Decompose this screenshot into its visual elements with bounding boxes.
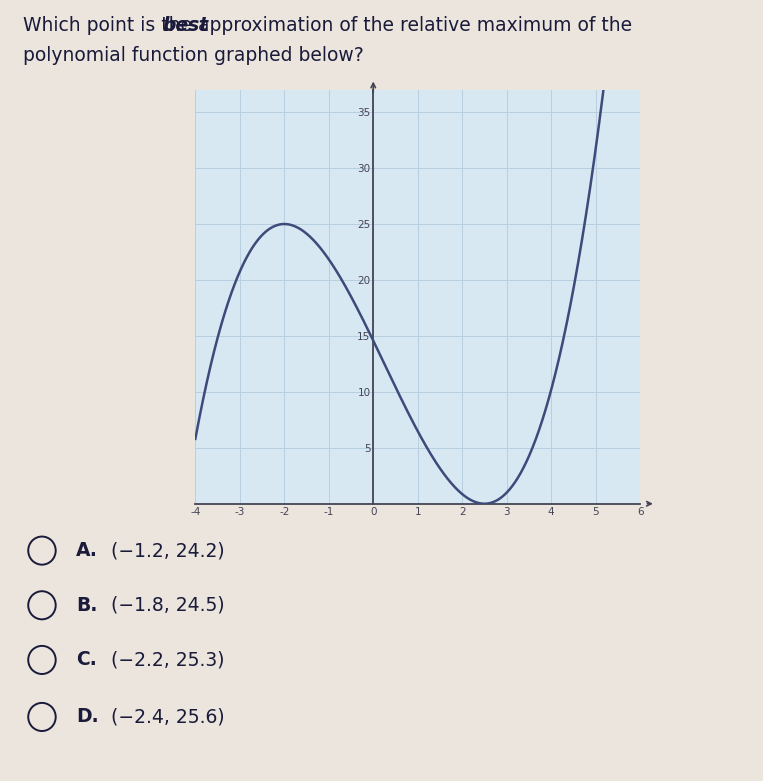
Text: (−1.2, 24.2): (−1.2, 24.2) [111, 541, 224, 560]
Text: A.: A. [76, 541, 98, 560]
Text: approximation of the relative maximum of the: approximation of the relative maximum of… [192, 16, 632, 35]
Text: (−2.2, 25.3): (−2.2, 25.3) [111, 651, 224, 669]
Text: Which point is the: Which point is the [23, 16, 198, 35]
Text: B.: B. [76, 596, 98, 615]
Text: polynomial function graphed below?: polynomial function graphed below? [23, 46, 364, 65]
Text: (−2.4, 25.6): (−2.4, 25.6) [111, 708, 224, 726]
Text: D.: D. [76, 708, 99, 726]
Text: (−1.8, 24.5): (−1.8, 24.5) [111, 596, 224, 615]
Text: C.: C. [76, 651, 97, 669]
Text: best: best [162, 16, 208, 35]
